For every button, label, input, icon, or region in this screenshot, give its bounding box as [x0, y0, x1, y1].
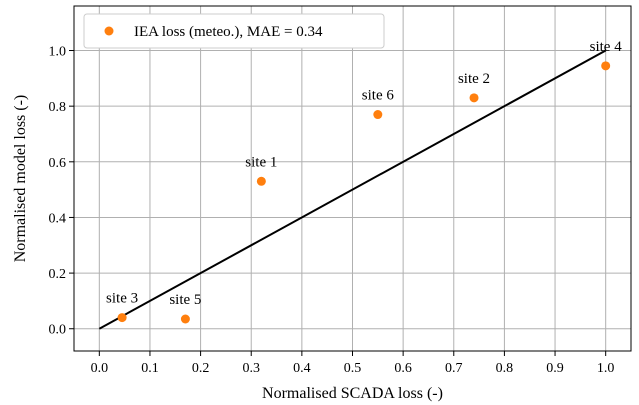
point-labels: site 1 site 2 site 3 site 4 site 5 site 6	[106, 39, 622, 308]
x-tick-label: 0.9	[546, 361, 564, 376]
x-tick-label: 0.5	[344, 361, 362, 376]
y-tick-label: 0.8	[49, 100, 67, 115]
x-tick-label: 0.7	[445, 361, 463, 376]
data-point	[601, 61, 611, 71]
point-label: site 2	[458, 71, 490, 87]
y-tick-label: 1.0	[49, 45, 67, 60]
y-tick-label: 0.0	[49, 323, 67, 338]
point-label: site 3	[106, 291, 138, 307]
data-point	[180, 314, 190, 324]
reference-line	[98, 49, 607, 330]
grid-lines	[74, 6, 631, 351]
y-tick-label: 0.2	[49, 267, 67, 282]
reference-line-layer	[98, 49, 607, 330]
y-axis-ticks: 0.0 0.2 0.4 0.6 0.8 1.0	[49, 45, 74, 338]
y-tick-label: 0.4	[49, 211, 67, 226]
legend-box	[83, 13, 385, 49]
data-point	[256, 176, 266, 186]
x-axis-ticks: 0.0 0.1 0.2 0.3 0.4 0.5 0.6 0.7 0.8 0.9 1.0	[91, 351, 615, 376]
point-label: site 1	[245, 154, 277, 170]
y-axis-label: Normalised model loss (-)	[12, 95, 29, 263]
x-axis-label: Normalised SCADA loss (-)	[262, 385, 443, 402]
data-point	[373, 110, 383, 120]
x-tick-label: 0.1	[141, 361, 159, 376]
x-tick-label: 0.3	[242, 361, 260, 376]
legend-marker	[104, 26, 114, 36]
data-points	[117, 61, 611, 324]
data-point	[117, 313, 127, 323]
data-point	[469, 93, 479, 103]
point-label: site 5	[169, 292, 201, 308]
point-label: site 4	[590, 39, 623, 55]
legend-entry: IEA loss (meteo.), MAE = 0.34	[134, 24, 323, 40]
x-tick-label: 0.0	[91, 361, 109, 376]
x-tick-label: 0.2	[192, 361, 210, 376]
x-tick-label: 0.4	[293, 361, 311, 376]
legend: IEA loss (meteo.), MAE = 0.34	[83, 13, 385, 49]
point-label: site 6	[362, 88, 395, 104]
x-tick-label: 1.0	[597, 361, 615, 376]
x-tick-label: 0.6	[394, 361, 412, 376]
y-tick-label: 0.6	[49, 156, 67, 171]
x-tick-label: 0.8	[496, 361, 514, 376]
